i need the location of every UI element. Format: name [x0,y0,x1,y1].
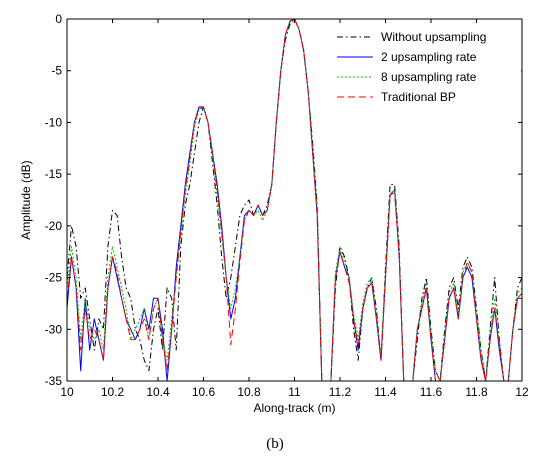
y-tick-label: -35 [45,374,63,388]
legend-entry: Without upsampling [381,30,486,44]
legend-entry: Traditional BP [381,90,456,104]
y-tick-label: -25 [45,271,63,285]
y-tick-label: -20 [45,219,63,233]
x-tick-label: 12 [515,385,529,399]
legend-box [331,27,521,113]
y-axis-label: Amplitude (dB) [19,160,33,239]
x-tick-label: 11.2 [329,385,352,399]
panel-label: (b) [266,436,284,452]
x-axis: 10 10.2 10.4 10.6 10.8 11 11.2 11.4 11.6 11.8 12 [60,19,529,399]
x-axis-label: Along-track (m) [253,401,335,415]
y-axis: 0 -5 -10 -15 -20 -25 -30 -35 [45,12,522,388]
legend-entry: 8 upsampling rate [381,70,477,84]
x-tick-label: 10 [60,385,74,399]
y-tick-label: 0 [55,12,62,26]
x-tick-label: 10.4 [146,385,170,399]
y-tick-label: -30 [45,322,63,336]
y-tick-label: -10 [45,115,63,129]
series-layer [67,19,522,381]
x-tick-label: 11.8 [465,385,488,399]
x-tick-label: 10.6 [192,385,216,399]
y-tick-label: -15 [45,167,63,181]
series-line-8-upsampling-rate [67,19,522,381]
series-line-without-upsampling [67,19,522,381]
x-tick-label: 10.2 [101,385,125,399]
legend: Without upsampling 2 upsampling rate 8 ups… [331,27,521,113]
x-tick-label: 11 [288,385,301,399]
line-chart: 10 10.2 10.4 10.6 10.8 11 11.2 11.4 11.6 11.8 12 0… [19,12,529,415]
y-tick-label: -5 [51,64,62,78]
x-tick-label: 10.8 [237,385,261,399]
x-tick-label: 11.6 [420,385,443,399]
legend-entry: 2 upsampling rate [381,50,477,64]
series-line-traditional-bp [67,19,522,381]
x-tick-label: 11.4 [374,385,397,399]
